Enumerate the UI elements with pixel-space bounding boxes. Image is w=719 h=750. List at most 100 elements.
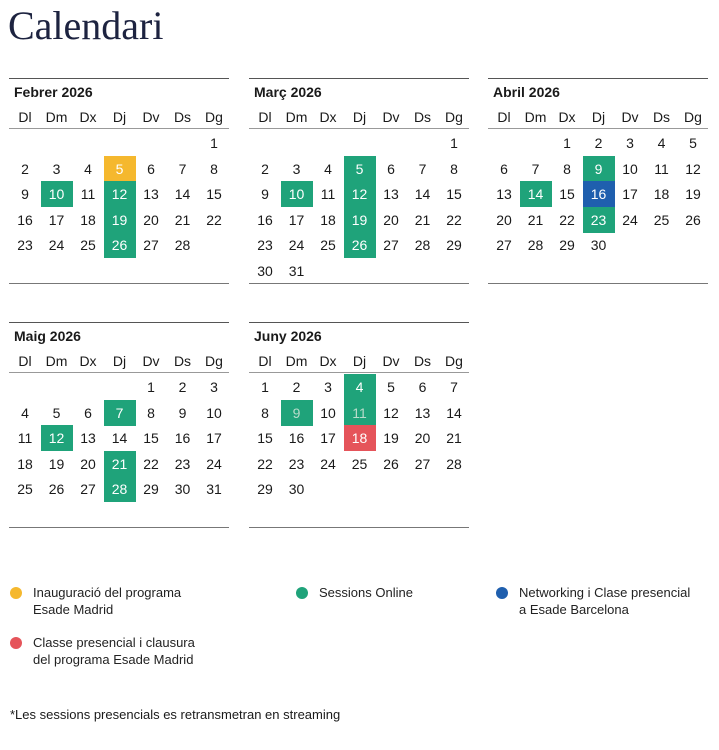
highlighted-day: 19 xyxy=(103,206,136,233)
weekday-label: Dl xyxy=(497,109,511,125)
highlighted-day: 12 xyxy=(103,181,136,207)
day: 20 xyxy=(414,430,431,446)
highlighted-day: 23 xyxy=(582,206,615,233)
weekday-label: Ds xyxy=(413,353,432,369)
day: 2 xyxy=(178,379,187,395)
day: 15 xyxy=(446,186,462,202)
legend-text: a Esade Barcelona xyxy=(519,602,629,617)
month-top-rule xyxy=(488,78,708,79)
weekday-label: Ds xyxy=(173,353,192,369)
highlighted-day: 9 xyxy=(582,155,615,182)
day: 4 xyxy=(657,135,666,151)
day: 25 xyxy=(80,237,96,253)
highlighted-day: 11 xyxy=(343,399,376,426)
highlighted-day: 26 xyxy=(343,232,376,258)
day: 3 xyxy=(626,135,634,151)
day: 25 xyxy=(351,455,368,472)
day: 21 xyxy=(446,430,462,446)
day: 5 xyxy=(387,379,395,395)
day: 14 xyxy=(174,186,191,202)
highlighted-day: 7 xyxy=(103,399,136,426)
day: 10 xyxy=(622,160,638,177)
day: 11 xyxy=(654,160,669,177)
day: 22 xyxy=(206,211,222,228)
day: 2 xyxy=(594,135,603,151)
day: 27 xyxy=(80,481,96,497)
day: 5 xyxy=(52,404,61,421)
day: 13 xyxy=(383,186,399,202)
weekday-label: Dv xyxy=(142,109,160,125)
highlighted-day: 26 xyxy=(103,232,136,258)
day: 24 xyxy=(288,237,305,253)
highlighted-day: 19 xyxy=(343,206,376,233)
day: 19 xyxy=(685,186,701,202)
weekday-label: Dl xyxy=(258,353,272,369)
day: 15 xyxy=(143,430,159,446)
day: 20 xyxy=(496,211,512,228)
day: 11 xyxy=(17,430,33,446)
day: 26 xyxy=(48,481,65,497)
day: 8 xyxy=(147,404,155,421)
day: 22 xyxy=(446,211,462,228)
day: 29 xyxy=(143,481,159,497)
day: 9 xyxy=(21,186,29,202)
day: 26 xyxy=(685,211,701,228)
day: 25 xyxy=(17,481,33,497)
day: 27 xyxy=(414,455,431,472)
day: 13 xyxy=(143,186,159,202)
day: 27 xyxy=(383,237,399,253)
day: 5 xyxy=(689,135,697,151)
day: 18 xyxy=(17,455,33,472)
day: 17 xyxy=(48,211,65,228)
day: 26 xyxy=(383,455,399,472)
day: 31 xyxy=(206,481,222,497)
day: 6 xyxy=(500,160,508,177)
highlighted-day: 28 xyxy=(103,476,136,502)
day: 18 xyxy=(80,211,96,228)
highlighted-day: 5 xyxy=(103,155,136,182)
weekday-label: Dm xyxy=(285,109,308,125)
highlighted-day: 18 xyxy=(343,425,376,451)
day: 23 xyxy=(17,237,33,253)
day: 2 xyxy=(292,379,301,395)
day: 21 xyxy=(527,211,544,228)
day: 14 xyxy=(111,430,128,446)
day: 29 xyxy=(559,237,575,253)
day: 29 xyxy=(257,481,273,497)
day: 9 xyxy=(261,186,269,202)
legend-text: del programa Esade Madrid xyxy=(33,652,194,667)
day: 3 xyxy=(324,379,332,395)
legend-text: Inauguració del programa xyxy=(33,585,182,600)
highlighted-day: 16 xyxy=(582,181,615,207)
day: 6 xyxy=(418,379,427,395)
day: 20 xyxy=(143,211,159,228)
day: 19 xyxy=(383,430,399,446)
legend-text: Esade Madrid xyxy=(33,602,114,617)
weekday-label: Dv xyxy=(142,353,160,369)
month-name: Maig 2026 xyxy=(14,328,81,344)
day: 16 xyxy=(174,430,191,446)
day: 22 xyxy=(559,211,575,228)
day: 31 xyxy=(288,262,305,279)
weekday-label: Dm xyxy=(45,353,68,369)
day: 25 xyxy=(320,237,336,253)
weekday-label: Dg xyxy=(684,109,702,125)
month-name: Febrer 2026 xyxy=(14,84,93,100)
day: 12 xyxy=(685,160,701,177)
day: 13 xyxy=(80,430,96,446)
month-top-rule xyxy=(9,78,229,79)
month-name: Març 2026 xyxy=(254,84,322,100)
month-top-rule xyxy=(9,322,229,323)
weekday-label: Dg xyxy=(445,353,463,369)
day: 9 xyxy=(178,404,187,421)
legend-dot xyxy=(296,587,308,599)
month-bottom-rule xyxy=(488,283,708,284)
day: 24 xyxy=(206,455,222,472)
day: 17 xyxy=(288,211,305,228)
weekday-label: Dm xyxy=(524,109,547,125)
highlighted-day: 12 xyxy=(40,425,73,451)
day: 6 xyxy=(84,404,92,421)
month-bottom-rule xyxy=(249,283,469,284)
day: 2 xyxy=(261,160,269,177)
weekday-label: Dm xyxy=(45,109,68,125)
